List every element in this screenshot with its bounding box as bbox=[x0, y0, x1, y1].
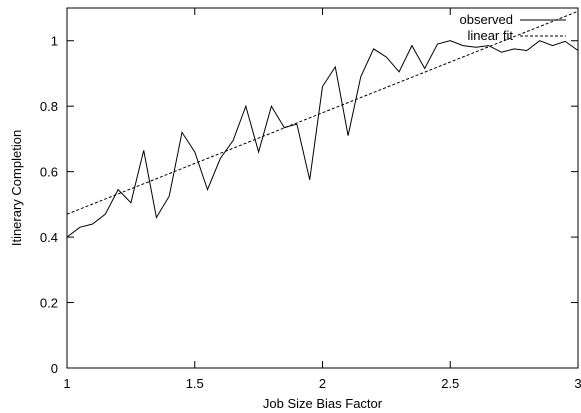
x-tick-label: 2 bbox=[319, 376, 326, 391]
y-axis-label: Itinerary Completion bbox=[9, 130, 24, 246]
y-tick-label: 0 bbox=[51, 361, 58, 376]
x-axis-label: Job Size Bias Factor bbox=[263, 396, 383, 411]
x-tick-label: 1.5 bbox=[186, 376, 204, 391]
x-tick-label: 2.5 bbox=[441, 376, 459, 391]
x-tick-label: 3 bbox=[574, 376, 581, 391]
y-tick-label: 0.6 bbox=[40, 165, 58, 180]
legend-label: observed bbox=[460, 12, 513, 27]
series-line-observed bbox=[66, 40, 579, 238]
plot-frame bbox=[66, 7, 579, 369]
y-tick-label: 0.8 bbox=[40, 99, 58, 114]
ticks-layer: 1 1.5 2 2.5 3 0 0.2 0.4 0.6 0.8 1 bbox=[40, 8, 581, 391]
y-tick-label: 1 bbox=[51, 34, 58, 49]
x-tick-label: 1 bbox=[63, 376, 70, 391]
legend-label: linear fit bbox=[467, 28, 513, 43]
series-line-linear-fit bbox=[66, 10, 579, 215]
y-tick-label: 0.4 bbox=[40, 230, 58, 245]
y-tick-label: 0.2 bbox=[40, 296, 58, 311]
series-layer bbox=[66, 10, 579, 238]
